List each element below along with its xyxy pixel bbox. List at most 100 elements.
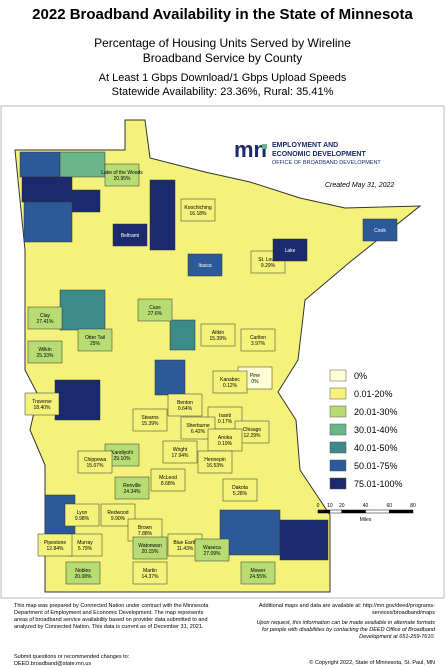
scale-segment	[365, 509, 390, 514]
county-name: Waseca	[203, 545, 221, 551]
county-value: 0.12%	[223, 383, 238, 389]
county-value: 20.08%	[75, 574, 93, 580]
legend-label: 50.01-75%	[354, 461, 398, 471]
legend-label: 30.01-40%	[354, 425, 398, 435]
county	[219, 509, 281, 556]
county-name: Beltrami	[121, 233, 139, 239]
county-name: Aitkin	[212, 330, 224, 336]
county-value: 18.40%	[34, 405, 52, 411]
county	[197, 450, 233, 474]
county-value: 15.39%	[210, 336, 228, 342]
county-name: Stearns	[141, 415, 159, 421]
county-value: 8.68%	[161, 481, 176, 487]
scale-tick-label: 20	[339, 503, 345, 509]
county-name: Dakota	[232, 485, 248, 491]
county-value: 9.29%	[261, 263, 276, 269]
footer-access: Upon request, this information can be ma…	[256, 620, 435, 640]
county	[362, 218, 398, 242]
scale-unit: Miles	[360, 517, 372, 523]
availability: Statewide Availability: 23.36%, Rural: 3…	[111, 86, 334, 98]
subtitle: Broadband Service by County	[142, 51, 303, 65]
legend: 0% 0.01-20% 20.01-30% 30.01-40% 40.01-50% 50.…	[329, 369, 403, 490]
county	[104, 163, 140, 187]
county	[112, 223, 148, 247]
county-name: Benton	[177, 400, 193, 406]
county	[240, 561, 276, 585]
county	[100, 503, 136, 527]
county-value: 0%	[251, 379, 259, 385]
county-name: Anoka	[218, 435, 232, 441]
county	[64, 503, 100, 527]
legend-swatch	[329, 369, 347, 382]
county-name: Pipestone	[44, 540, 66, 546]
county-value: 16.53%	[207, 463, 225, 469]
county	[132, 561, 168, 585]
scale-tick-label: 10	[327, 503, 333, 509]
county	[27, 306, 63, 330]
county	[240, 328, 276, 352]
county-name: Wilkin	[38, 347, 52, 353]
legend-label: 0.01-20%	[354, 389, 393, 399]
title: 2022 Broadband Availability in the State…	[32, 6, 413, 23]
scale-segment	[341, 509, 366, 514]
county-name: Sherburne	[186, 423, 210, 429]
scale-bar: 0 10 20 40 60 80 Miles	[317, 503, 416, 523]
county-value: 15.39%	[142, 421, 160, 427]
county	[154, 359, 186, 396]
county-name: Kandiyohi	[111, 450, 133, 456]
county-value: 12.29%	[244, 433, 262, 439]
legend-label: 0%	[354, 371, 367, 381]
county-name: Blue Earth	[173, 540, 197, 546]
county-name: Watonwan	[138, 543, 162, 549]
county-value: 16.18%	[190, 211, 208, 217]
county	[194, 538, 230, 562]
county-name: Itasca	[198, 263, 212, 269]
subtitle: Percentage of Housing Units Served by Wi…	[94, 36, 351, 50]
scale-segment	[317, 509, 331, 514]
county	[222, 478, 258, 502]
scale-tick-label: 0	[317, 503, 320, 509]
county	[137, 298, 173, 322]
scale-tick-label: 60	[386, 503, 392, 509]
logo-text: OFFICE OF BROADBAND DEVELOPMENT	[272, 160, 381, 166]
county	[71, 189, 101, 213]
county-value: 27.6%	[148, 311, 163, 317]
legend-label: 40.01-50%	[354, 443, 398, 453]
county-name: Brown	[138, 525, 152, 531]
county-name: Nobles	[75, 568, 91, 574]
county	[24, 392, 60, 416]
county-name: Kanabec	[220, 377, 240, 383]
legend-swatch	[329, 441, 347, 454]
county-value: 25.33%	[37, 353, 55, 359]
county-name: Wright	[173, 447, 188, 453]
county-value: 17.94%	[172, 453, 190, 459]
county-value: 24.34%	[124, 489, 142, 495]
county-name: Martin	[143, 568, 157, 574]
county-name: Chippewa	[84, 457, 106, 463]
county-value: 27.09%	[204, 551, 222, 557]
county-value: 5.79%	[78, 546, 93, 552]
county	[19, 151, 61, 178]
county	[212, 370, 248, 394]
county-value: 29.10%	[114, 456, 132, 462]
county	[21, 176, 73, 203]
legend-swatch	[329, 477, 347, 490]
county-name: Lake	[285, 248, 296, 254]
logo-text: EMPLOYMENT AND	[272, 142, 338, 149]
footer-submit: Submit questions or recommended changes …	[14, 654, 130, 667]
county-value: 20.15%	[142, 549, 160, 555]
county-name: Chisago	[243, 427, 262, 433]
county-name: Redwood	[107, 510, 128, 516]
logo-dot	[262, 144, 267, 149]
scale-tick-label: 40	[363, 503, 369, 509]
county	[167, 393, 203, 417]
county-name: Isanti	[219, 413, 231, 419]
county	[149, 179, 176, 251]
county	[162, 440, 198, 464]
speed: At Least 1 Gbps Download/1 Gbps Upload S…	[98, 72, 347, 84]
created-date: Created May 31, 2022	[325, 182, 394, 189]
county-value: 24.55%	[250, 574, 268, 580]
county	[37, 533, 73, 557]
